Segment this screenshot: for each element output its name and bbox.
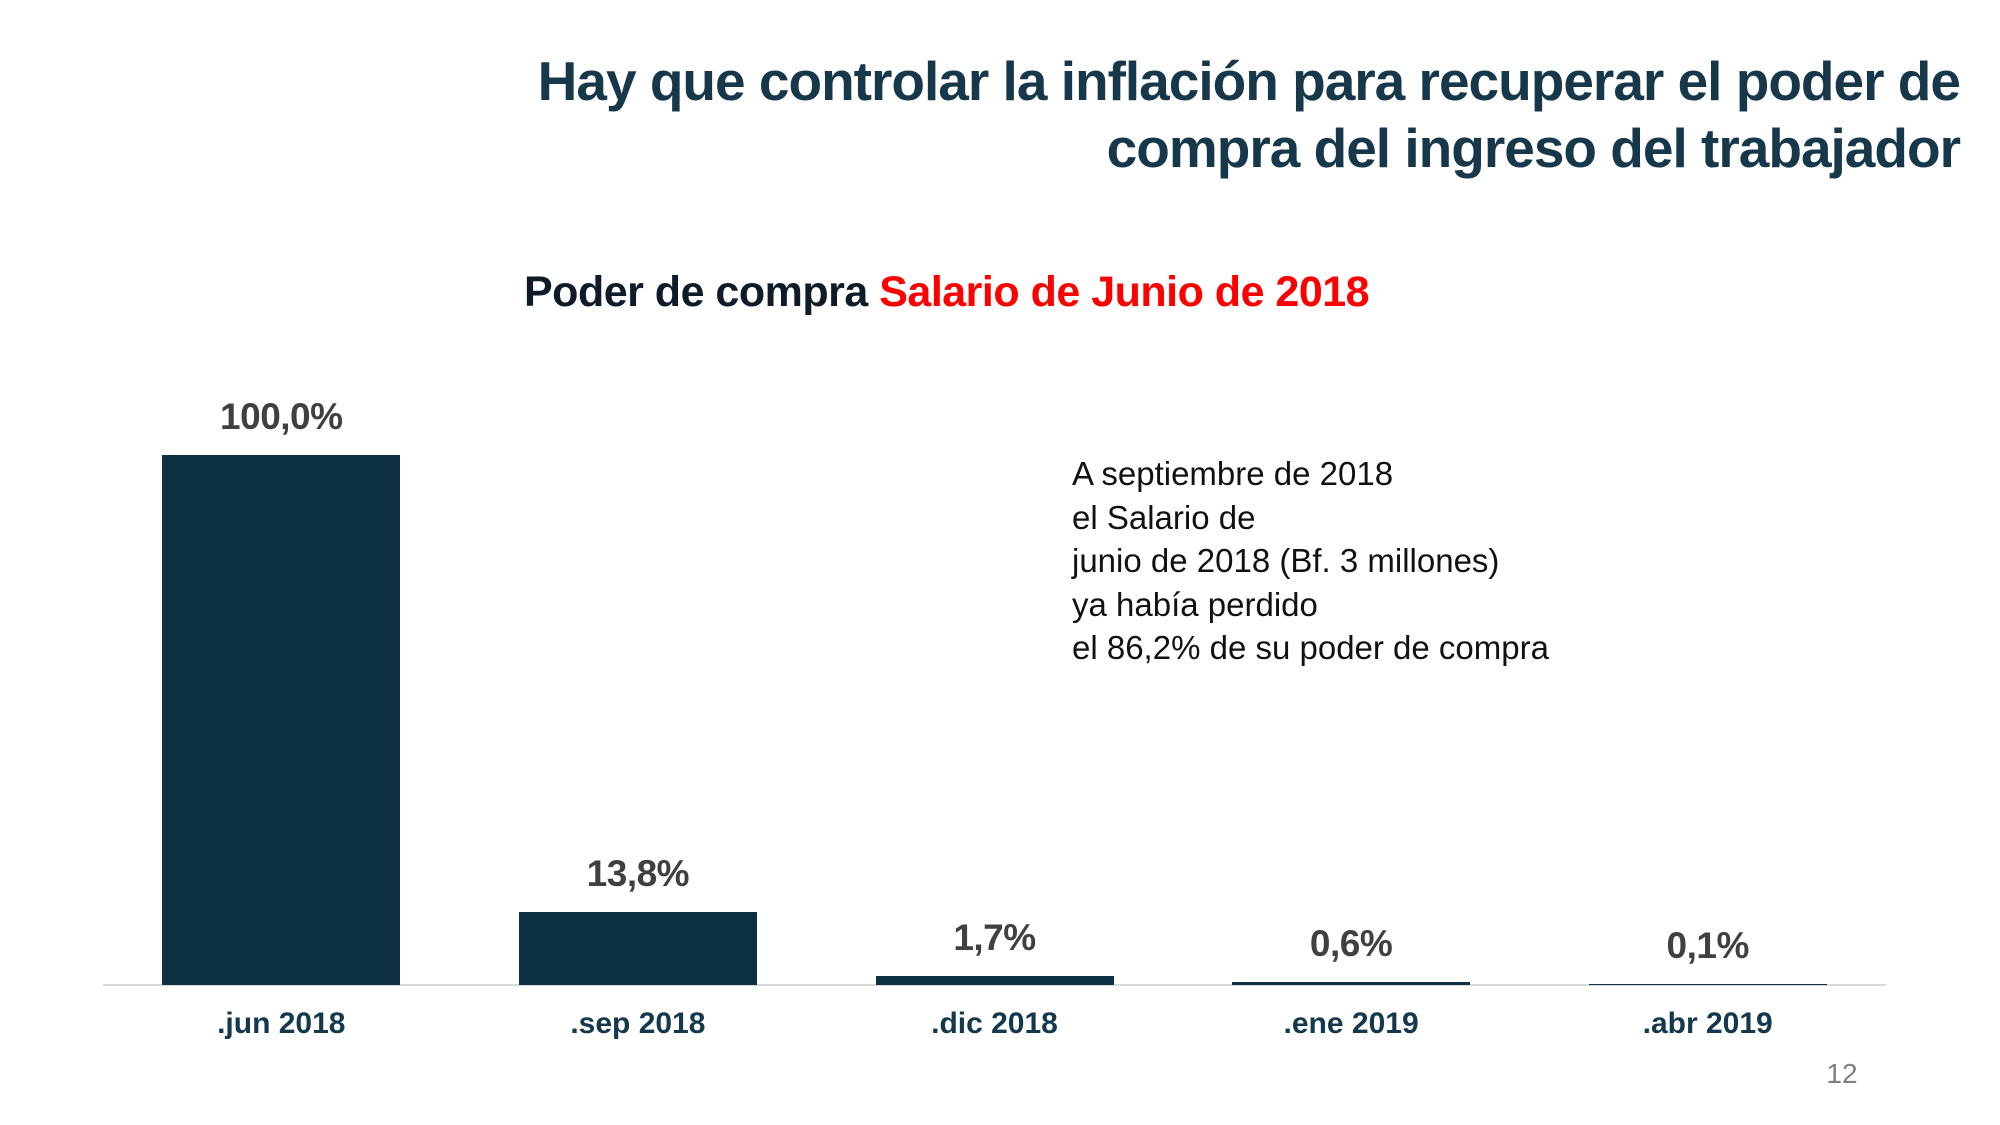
x-axis-line bbox=[103, 984, 1886, 986]
chart-title-prefix: Poder de compra bbox=[524, 268, 880, 316]
category-label-2: .dic 2018 bbox=[931, 1007, 1058, 1040]
category-label-1: .sep 2018 bbox=[570, 1007, 706, 1040]
slide-title: Hay que controlar la inflación para recu… bbox=[537, 50, 1961, 179]
value-label-4: 0,1% bbox=[1666, 925, 1750, 967]
chart-title: Poder de compra Salario de Junio de 2018 bbox=[524, 268, 1370, 317]
bar-sep-2018 bbox=[518, 911, 757, 985]
bar-abr-2019 bbox=[1588, 984, 1827, 985]
category-label-3: .ene 2019 bbox=[1283, 1007, 1419, 1040]
category-label-4: .abr 2019 bbox=[1642, 1007, 1773, 1040]
bar-ene-2019 bbox=[1232, 981, 1471, 985]
annotation-text: A septiembre de 2018 el Salario de junio… bbox=[1072, 455, 1549, 666]
value-label-2: 1,7% bbox=[953, 916, 1036, 958]
chart-title-highlight: Salario de Junio de 2018 bbox=[879, 268, 1370, 316]
value-label-0: 100,0% bbox=[220, 396, 343, 437]
category-label-0: .jun 2018 bbox=[217, 1007, 346, 1040]
bar-jun-2018 bbox=[162, 455, 401, 985]
value-label-3: 0,6% bbox=[1309, 922, 1393, 964]
value-label-1: 13,8% bbox=[586, 852, 690, 894]
page-number: 12 bbox=[1826, 1058, 1858, 1089]
bar-dic-2018 bbox=[875, 975, 1114, 985]
